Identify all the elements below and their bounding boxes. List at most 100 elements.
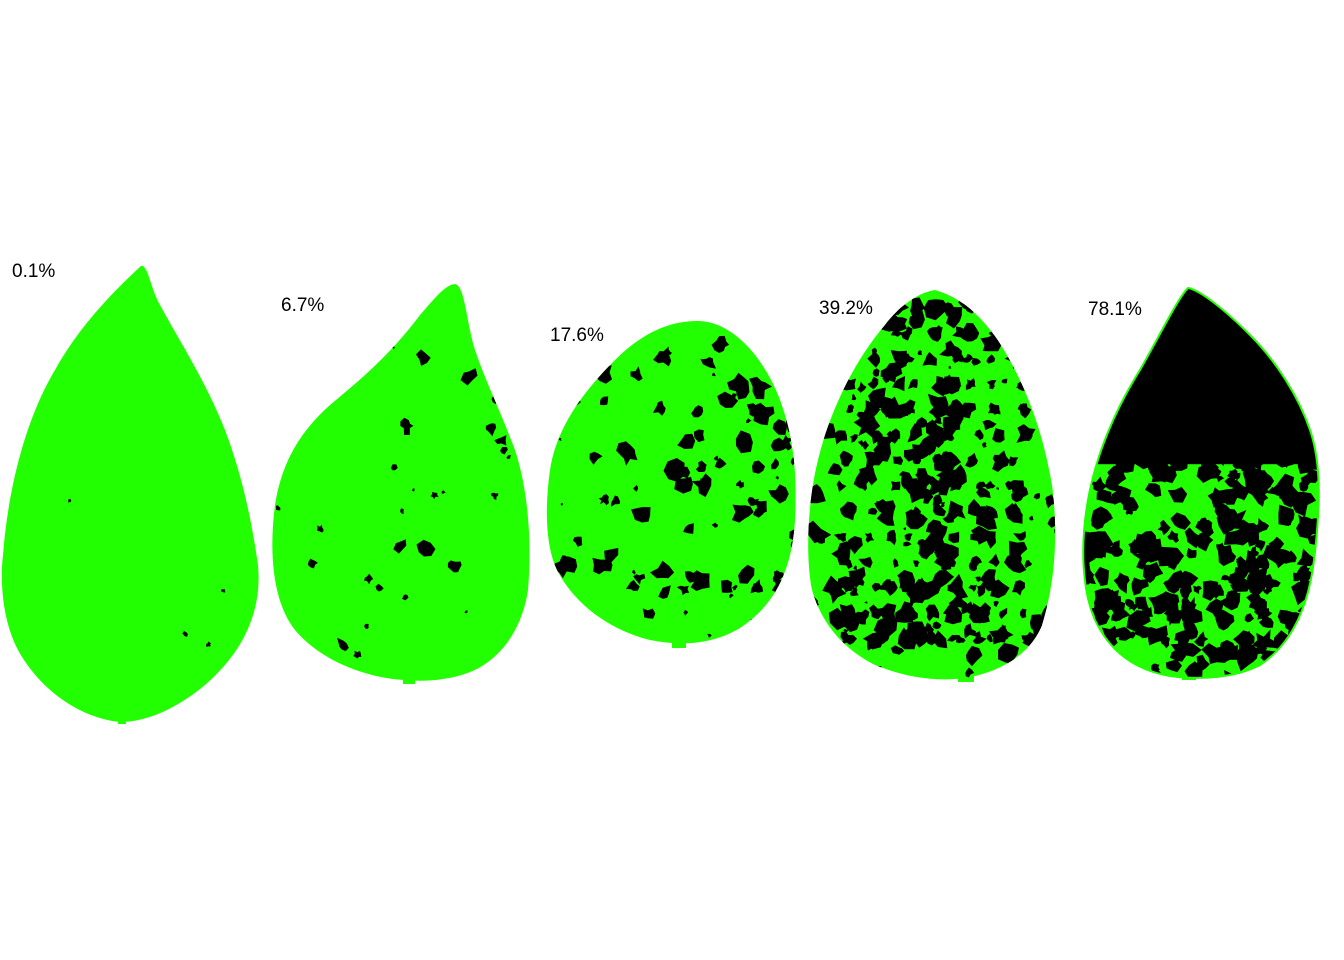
lesion — [1004, 294, 1009, 298]
lesion — [980, 569, 996, 584]
lesion — [965, 645, 983, 667]
lesion — [1179, 583, 1192, 601]
lesion — [1200, 437, 1223, 457]
lesion — [886, 529, 897, 546]
lesion — [1250, 629, 1277, 655]
lesion — [393, 539, 407, 554]
lesion — [1050, 465, 1056, 471]
lesion — [375, 583, 384, 592]
lesion — [491, 492, 499, 500]
lesion — [901, 631, 914, 645]
lesion — [1083, 608, 1087, 625]
lesion — [859, 482, 868, 491]
lesion — [1246, 570, 1266, 595]
lesion — [843, 663, 864, 678]
lesion — [1084, 675, 1095, 678]
lesion — [883, 581, 898, 596]
lesion — [932, 621, 942, 630]
lesion — [633, 484, 639, 492]
lesion — [808, 380, 816, 396]
lesion — [667, 349, 672, 355]
lesion — [1142, 606, 1153, 621]
lesion — [1136, 673, 1156, 678]
lesion — [927, 580, 941, 597]
lesion — [1142, 625, 1168, 646]
leaf-2 — [272, 284, 530, 684]
lesion — [554, 556, 578, 579]
lesion — [937, 554, 957, 572]
lesion — [1255, 554, 1270, 571]
lesion — [907, 379, 918, 390]
lesion — [663, 458, 685, 482]
lesion — [353, 291, 370, 307]
lesion — [931, 375, 948, 397]
lesion — [984, 480, 996, 490]
lesion — [753, 402, 775, 426]
lesion — [1092, 507, 1108, 525]
lesion — [923, 299, 949, 321]
lesion — [903, 527, 906, 531]
lesion — [696, 478, 706, 488]
lesion — [1295, 564, 1316, 585]
lesion — [990, 579, 1010, 599]
lesion — [1184, 527, 1205, 549]
lesion — [683, 523, 694, 534]
lesion — [775, 597, 788, 609]
lesion — [986, 633, 993, 643]
leaf-5 — [1082, 286, 1320, 680]
lesion — [836, 480, 847, 492]
lesion — [1142, 562, 1164, 584]
lesion — [738, 564, 755, 584]
lesion — [441, 490, 446, 494]
lesion — [275, 505, 281, 511]
lesion — [391, 464, 398, 471]
lesion — [1248, 597, 1267, 614]
lesion — [780, 320, 785, 322]
lesion — [830, 365, 834, 370]
lesion — [586, 350, 596, 361]
lesion — [944, 600, 963, 625]
lesion — [915, 417, 928, 429]
lesion — [1207, 487, 1228, 508]
leaf-1 — [1, 265, 259, 724]
lesion — [553, 643, 561, 644]
lesion — [307, 558, 318, 569]
lesion — [851, 324, 871, 340]
lesion — [944, 376, 961, 395]
lesion — [714, 457, 727, 469]
lesion — [867, 376, 879, 390]
lesion — [447, 560, 462, 573]
lesion — [919, 435, 938, 456]
lesion — [960, 290, 969, 298]
lesion — [1198, 517, 1211, 530]
lesion — [711, 335, 730, 353]
lesion — [808, 387, 815, 394]
lesion — [221, 589, 226, 593]
lesion — [981, 528, 997, 549]
lesion — [1245, 469, 1270, 496]
lesion — [950, 480, 962, 492]
lesion — [985, 505, 999, 520]
lesion — [1015, 355, 1027, 369]
lesion — [674, 476, 693, 494]
lesion — [400, 508, 404, 515]
lesion — [684, 571, 699, 583]
lesion — [1088, 672, 1099, 678]
lesion — [1096, 489, 1117, 505]
lesion — [625, 579, 640, 591]
lesion — [712, 372, 716, 377]
lesion — [871, 666, 882, 676]
lesion — [729, 593, 734, 599]
lesion — [785, 624, 792, 632]
lesion — [890, 481, 901, 491]
lesion — [68, 498, 72, 503]
lesion — [1241, 630, 1255, 645]
lesion — [905, 478, 918, 495]
lesion — [901, 605, 918, 621]
lesion — [822, 575, 846, 594]
lesion — [962, 354, 974, 363]
lesion — [808, 616, 813, 628]
lesion — [1126, 610, 1151, 633]
